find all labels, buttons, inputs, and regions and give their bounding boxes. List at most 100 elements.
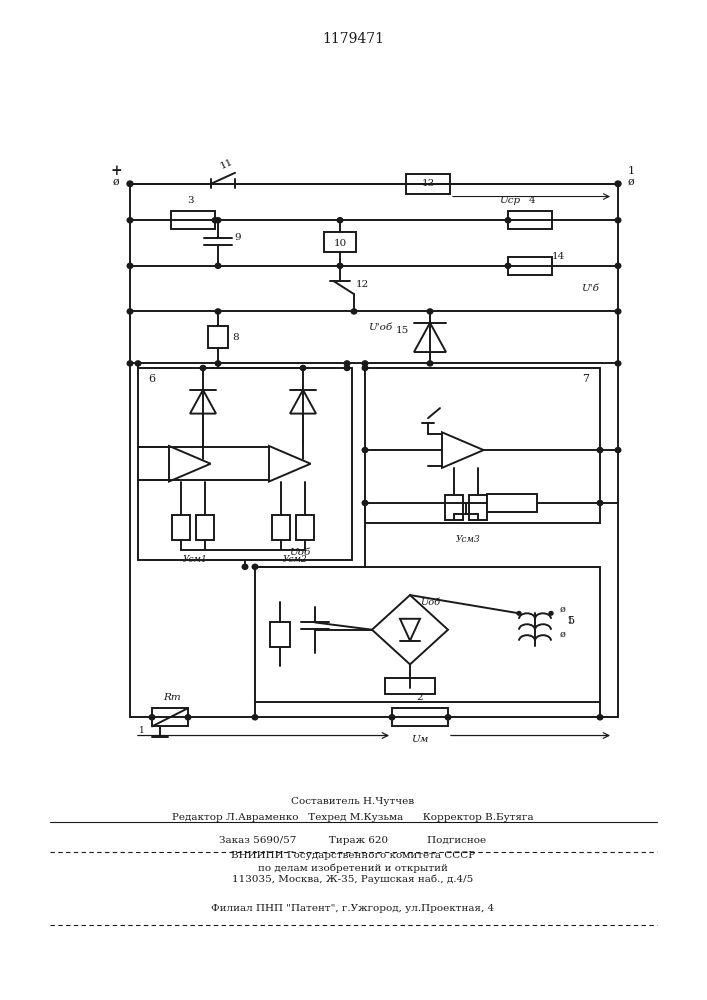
Text: U'об: U'об	[368, 323, 392, 332]
Text: 8: 8	[233, 333, 239, 342]
Bar	[469, 495, 487, 520]
Bar	[171, 211, 215, 229]
Circle shape	[252, 564, 258, 569]
Circle shape	[615, 309, 621, 314]
Circle shape	[127, 361, 133, 366]
Text: Rт: Rт	[163, 693, 181, 702]
Circle shape	[427, 309, 433, 314]
Circle shape	[615, 263, 621, 268]
Text: U'б: U'б	[581, 284, 599, 293]
Circle shape	[200, 365, 206, 371]
Circle shape	[127, 181, 133, 186]
Bar	[296, 515, 314, 540]
Text: ø: ø	[560, 605, 566, 614]
Circle shape	[597, 715, 603, 720]
Circle shape	[517, 611, 521, 615]
Text: Усм1: Усм1	[182, 555, 207, 564]
Text: 6: 6	[148, 374, 156, 384]
Circle shape	[135, 361, 141, 366]
Circle shape	[127, 309, 133, 314]
Circle shape	[215, 218, 221, 223]
Text: 9: 9	[235, 233, 241, 242]
Bar	[406, 174, 450, 194]
Text: Заказ 5690/57          Тираж 620            Подгисное: Заказ 5690/57 Тираж 620 Подгисное	[219, 836, 486, 845]
Text: ВНИИПИ Государственного комитета СССР: ВНИИПИ Государственного комитета СССР	[231, 851, 475, 860]
Text: Uоб: Uоб	[420, 598, 440, 607]
Text: 5: 5	[568, 616, 575, 626]
Text: 2: 2	[416, 693, 423, 702]
Text: ø: ø	[560, 630, 566, 639]
Circle shape	[337, 218, 343, 223]
Circle shape	[549, 611, 553, 615]
Text: Uм: Uм	[411, 735, 428, 744]
Text: 1179471: 1179471	[322, 32, 385, 46]
Text: ø: ø	[112, 177, 119, 187]
Circle shape	[597, 500, 603, 506]
Bar	[208, 326, 228, 348]
Circle shape	[185, 715, 191, 720]
Circle shape	[615, 361, 621, 366]
Text: 7: 7	[583, 374, 590, 384]
Text: Филиал ПНП "Патент", г.Ужгород, ул.Проектная, 4: Филиал ПНП "Патент", г.Ужгород, ул.Проек…	[211, 904, 495, 913]
Circle shape	[597, 448, 603, 453]
Bar	[272, 515, 290, 540]
Text: 1: 1	[567, 616, 573, 625]
Circle shape	[127, 263, 133, 268]
Circle shape	[445, 715, 451, 720]
Circle shape	[215, 309, 221, 314]
Circle shape	[506, 218, 510, 223]
Circle shape	[506, 263, 510, 268]
Text: 13: 13	[421, 179, 435, 188]
Circle shape	[300, 365, 306, 371]
Bar	[270, 622, 290, 647]
Bar	[324, 232, 356, 252]
Bar	[196, 515, 214, 540]
Text: ø: ø	[628, 177, 635, 187]
Text: 10: 10	[334, 239, 346, 248]
Bar	[488, 494, 537, 512]
Text: Усм2: Усм2	[283, 555, 308, 564]
Circle shape	[351, 309, 357, 314]
Bar	[508, 257, 552, 275]
Circle shape	[127, 218, 133, 223]
Circle shape	[212, 218, 218, 223]
Text: 1: 1	[628, 166, 635, 176]
Bar	[138, 368, 352, 560]
Circle shape	[389, 715, 395, 720]
Bar	[445, 495, 463, 520]
Circle shape	[362, 365, 368, 371]
Text: Uср: Uср	[499, 196, 520, 205]
Text: 1: 1	[139, 726, 145, 735]
Circle shape	[615, 181, 621, 186]
Text: по делам изобретений и открытий: по делам изобретений и открытий	[258, 863, 448, 873]
Text: Редактор Л.Авраменко   Техред М.Кузьма      Корректор В.Бутяга: Редактор Л.Авраменко Техред М.Кузьма Кор…	[173, 813, 534, 822]
Bar	[152, 708, 188, 726]
Bar	[385, 678, 435, 694]
Text: 4: 4	[529, 196, 535, 205]
Circle shape	[149, 715, 155, 720]
Circle shape	[362, 448, 368, 453]
Text: 12: 12	[356, 280, 368, 289]
Text: 15: 15	[395, 326, 409, 335]
Bar	[365, 368, 600, 523]
Text: Uоб: Uоб	[289, 548, 310, 557]
Circle shape	[615, 448, 621, 453]
Bar	[255, 567, 600, 702]
Circle shape	[362, 361, 368, 366]
Text: Составитель Н.Чутчев: Составитель Н.Чутчев	[291, 797, 414, 806]
Circle shape	[344, 365, 350, 371]
Text: 113035, Москва, Ж-35, Раушская наб., д.4/5: 113035, Москва, Ж-35, Раушская наб., д.4…	[233, 875, 474, 884]
Bar	[508, 211, 552, 229]
Bar	[172, 515, 190, 540]
Circle shape	[344, 361, 350, 366]
Circle shape	[215, 361, 221, 366]
Circle shape	[243, 564, 247, 569]
Circle shape	[427, 361, 433, 366]
Circle shape	[215, 263, 221, 268]
Text: Усм3: Усм3	[455, 535, 480, 544]
Circle shape	[337, 263, 343, 268]
Bar	[392, 708, 448, 726]
Text: 14: 14	[552, 252, 566, 261]
Circle shape	[362, 500, 368, 506]
Text: 11: 11	[219, 157, 235, 171]
